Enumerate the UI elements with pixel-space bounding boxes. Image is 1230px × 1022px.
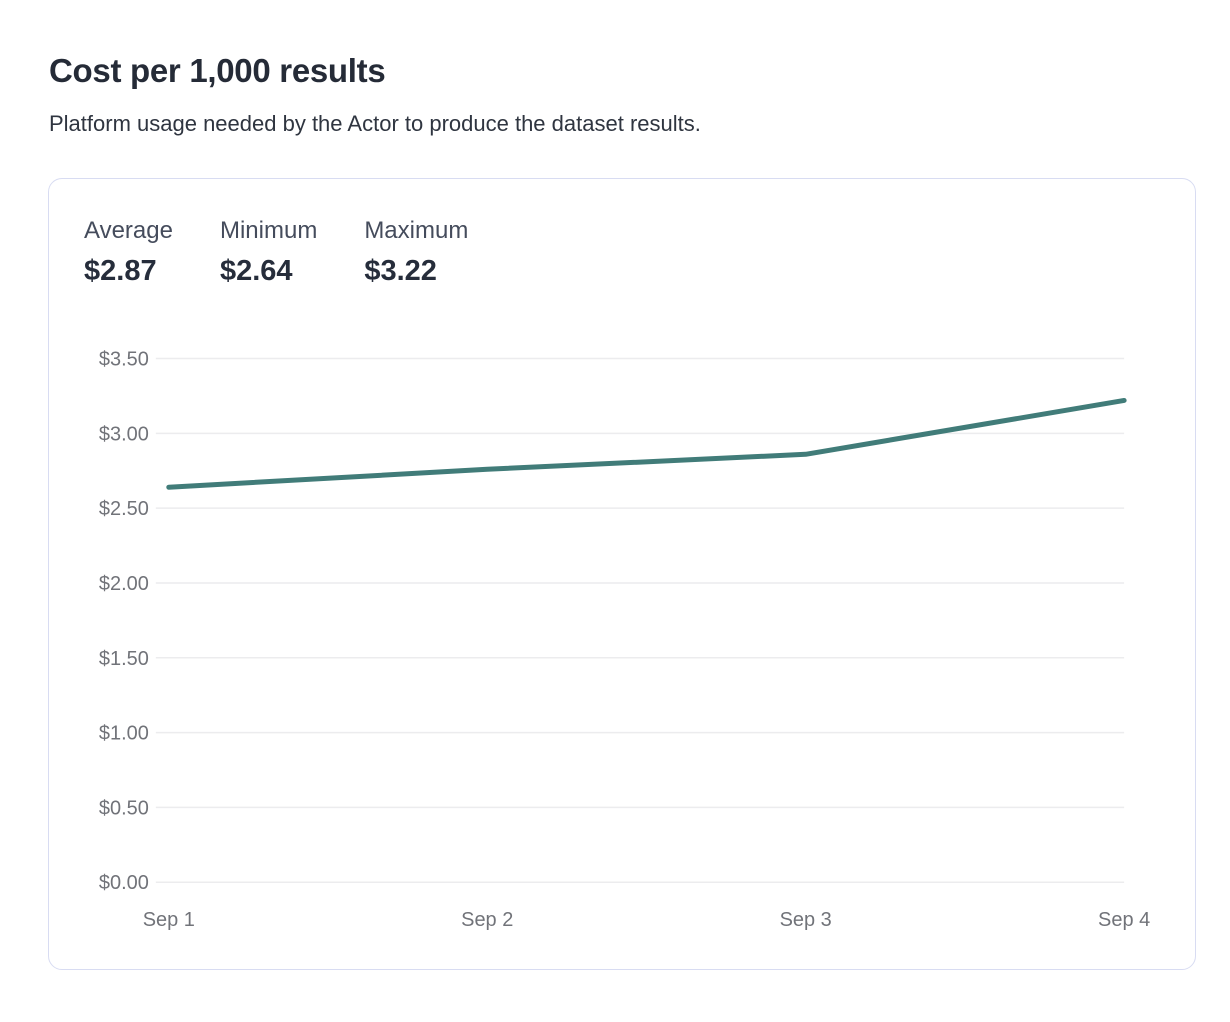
stat-maximum-value: $3.22 [364,255,437,287]
stat-minimum-value: $2.64 [219,255,293,287]
stat-average-value: $2.87 [84,255,157,287]
y-axis-tick-label: $1.00 [99,723,149,745]
page-subtitle: Platform usage needed by the Actor to pr… [49,111,701,136]
stat-maximum-label: Maximum [364,217,469,244]
y-axis-tick-label: $2.50 [99,498,149,520]
y-axis-tick-label: $1.50 [99,648,149,670]
x-axis-tick-label: Sep 3 [780,909,832,931]
stat-minimum: Minimum $2.64 [220,217,317,288]
cost-chart-card: Average $2.87 Minimum $2.64 Maximum $3.2… [48,178,1196,970]
y-axis-tick-label: $3.50 [99,349,149,371]
x-axis-tick-label: Sep 2 [461,909,513,931]
y-axis-tick-label: $3.00 [99,423,149,445]
y-axis-tick-label: $0.00 [99,872,149,894]
page-title: Cost per 1,000 results [49,52,386,89]
x-axis-tick-label: Sep 4 [1098,909,1150,931]
stat-minimum-label: Minimum [219,217,318,244]
cost-line-chart-canvas: $3.50 $3.00 $2.50 $2.00 $1.50 $1.00 $0.50 $0.00… [99,349,1150,932]
stat-average-label: Average [84,217,173,244]
stat-maximum: Maximum $3.22 [364,217,468,288]
cost-line-series [166,397,1127,490]
stats-row: Average $2.87 Minimum $2.64 Maximum $3.2… [84,217,468,288]
x-axis-tick-label: Sep 1 [143,909,195,931]
stat-average: Average $2.87 [84,217,173,288]
y-axis-tick-label: $2.00 [99,573,149,595]
y-axis-tick-label: $0.50 [99,797,149,819]
